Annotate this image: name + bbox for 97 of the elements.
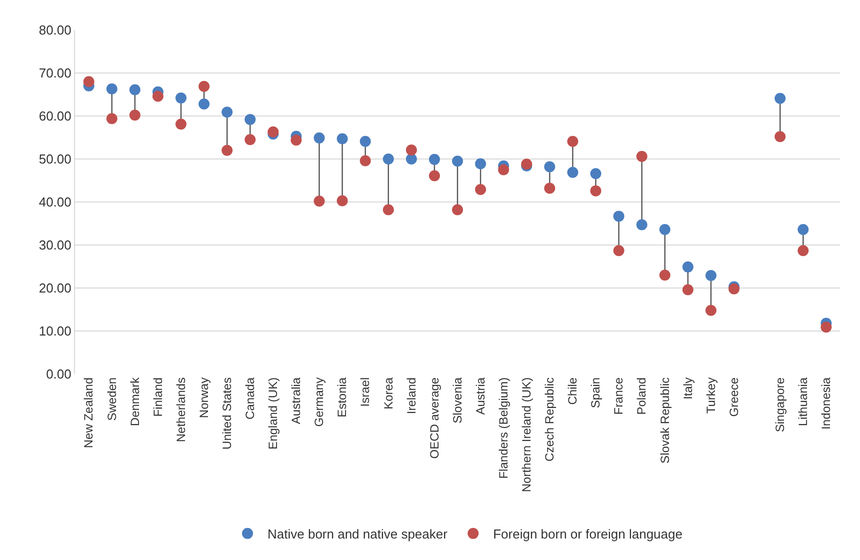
y-tick-label: 0.00 (46, 366, 72, 382)
point (106, 83, 118, 94)
x-tick-label: Denmark (128, 376, 142, 426)
y-tick-label: 20.00 (38, 280, 72, 296)
x-tick-label: Sweden (104, 377, 119, 421)
point (544, 182, 556, 194)
x-tick-label: Slovenia (450, 377, 464, 424)
point (590, 185, 602, 196)
point (682, 261, 694, 272)
point (336, 195, 348, 206)
point (244, 134, 256, 146)
point (175, 92, 186, 104)
point (774, 131, 786, 142)
point (290, 134, 302, 146)
point (452, 156, 463, 167)
point (705, 270, 716, 282)
point (336, 133, 348, 144)
x-tick-label: Estonia (335, 377, 350, 418)
point (475, 158, 486, 170)
x-tick-label: Singapore (772, 377, 787, 432)
y-tick-label: 10.00 (38, 324, 72, 339)
x-tick-label: Austria (473, 377, 488, 415)
x-tick-label: Lithuania (796, 377, 810, 426)
point (590, 168, 602, 180)
x-tick-label: Spain (588, 377, 603, 408)
point (106, 113, 118, 124)
point (544, 161, 556, 172)
point (83, 76, 94, 88)
x-tick-label: Germany (312, 377, 326, 427)
point (198, 98, 210, 110)
point (314, 132, 325, 144)
point (613, 245, 624, 256)
point (129, 84, 140, 96)
y-tick-label: 30.00 (38, 238, 72, 253)
point (682, 284, 694, 296)
point (613, 210, 624, 222)
point (452, 204, 463, 216)
legend-label: Native born and native speaker (268, 526, 448, 542)
point (428, 170, 440, 182)
y-tick-label: 60.00 (38, 108, 72, 124)
x-tick-label: Netherlands (174, 377, 188, 442)
point (268, 126, 279, 138)
point (428, 154, 440, 165)
x-tick-label: Italy (680, 377, 695, 400)
point (636, 150, 648, 162)
x-tick-label: OECD average (427, 377, 442, 459)
point (222, 106, 233, 118)
x-tick-label: Czech Republic (542, 377, 557, 462)
point (382, 154, 394, 164)
x-tick-label: United States (220, 377, 234, 450)
point (567, 166, 578, 178)
x-tick-label: Northern Ireland (UK) (520, 377, 534, 492)
point (175, 118, 186, 130)
point (406, 154, 417, 164)
x-tick-label: Norway (196, 377, 211, 418)
point (244, 114, 256, 125)
x-tick-label: Greece (726, 377, 741, 417)
point (498, 164, 510, 176)
x-tick-label: Canada (243, 377, 258, 420)
point (774, 92, 786, 104)
x-tick-label: Israel (358, 377, 372, 407)
x-tick-label: Ireland (404, 377, 418, 414)
x-tick-label: Slovak Republic (658, 377, 672, 464)
x-tick-label: Turkey (704, 377, 718, 414)
point (360, 155, 371, 166)
point (820, 322, 832, 333)
point (314, 196, 325, 207)
point (198, 80, 210, 92)
y-tick-label: 80.00 (38, 22, 72, 38)
point (659, 270, 670, 281)
legend-label: Foreign born or foreign language (493, 526, 682, 542)
point (360, 136, 371, 147)
x-tick-label: New Zealand (82, 377, 96, 448)
x-tick-label: Korea (381, 377, 396, 410)
y-tick-label: 50.00 (38, 152, 72, 167)
x-tick-label: Flanders (Belgium) (496, 377, 510, 479)
y-tick-label: 70.00 (38, 66, 72, 81)
point (129, 110, 140, 121)
x-tick-label: Australia (289, 377, 304, 424)
x-tick-label: Finland (150, 377, 165, 417)
point (222, 144, 233, 156)
y-tick-label: 40.00 (38, 194, 72, 210)
point (705, 304, 716, 316)
point (475, 184, 486, 196)
point (798, 224, 809, 236)
point (567, 136, 578, 147)
x-tick-label: England (UK) (266, 377, 280, 450)
x-tick-label: France (612, 377, 626, 415)
point (152, 90, 164, 102)
x-tick-label: Indonesia (819, 377, 834, 430)
point (636, 219, 648, 230)
point (382, 204, 394, 216)
point (659, 224, 670, 236)
point (798, 245, 809, 256)
point (406, 144, 417, 156)
x-tick-label: Chile (566, 377, 580, 405)
x-tick-label: Poland (634, 377, 649, 415)
